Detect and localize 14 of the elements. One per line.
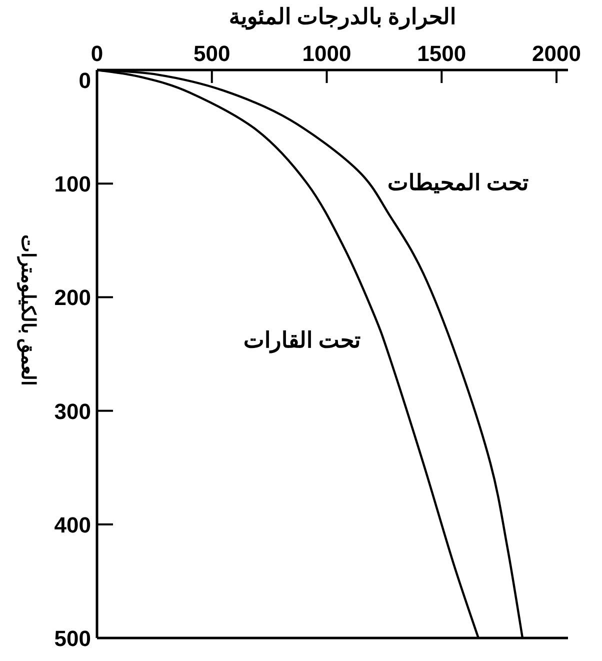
y-tick-label: 100 [54,172,91,197]
x-axis-title: الحرارة بالدرجات المئوية [228,4,456,30]
x-tick-label: 500 [194,41,230,66]
x-tick-label: 1000 [302,41,352,66]
y-tick-label: 300 [54,398,91,424]
y-tick-label: 400 [54,512,91,538]
series-label: تحت القارات [243,328,360,354]
x-tick-label: 2000 [532,41,581,66]
y-axis-title: العمق بالكيلومترات [17,234,38,386]
y-tick-label: 500 [54,626,91,651]
y-tick-label: 200 [54,285,91,310]
x-tick-label: 1500 [417,41,466,66]
series-label: تحت المحيطات [387,170,528,195]
y-tick-label: 0 [78,68,91,93]
